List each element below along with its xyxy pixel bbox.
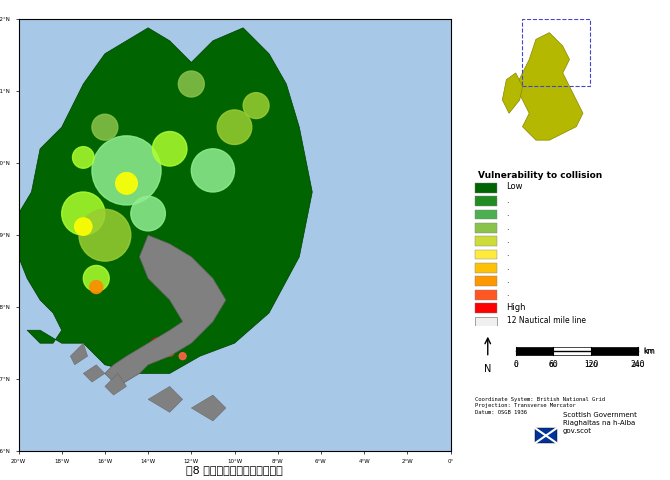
Circle shape [192,149,234,192]
Text: .: . [507,289,509,299]
Circle shape [83,265,109,291]
Text: .: . [507,249,509,258]
Text: km: km [643,347,655,356]
Text: 60: 60 [549,360,558,369]
Circle shape [152,132,187,166]
Polygon shape [148,386,183,412]
Circle shape [92,136,161,205]
Bar [474,196,497,206]
Text: .: . [507,196,509,205]
Text: Vulnerability to collision: Vulnerability to collision [478,171,602,180]
Bar [474,183,497,192]
Bar [516,347,553,355]
Text: 12 Nautical mile line: 12 Nautical mile line [507,316,586,325]
Bar [474,250,497,260]
Circle shape [179,353,186,360]
Bar [523,19,590,86]
Bar [591,347,638,355]
Text: 60: 60 [549,361,558,368]
Circle shape [74,218,92,235]
Text: Coordinate System: British National Grid
Projection: Transverse Mercator
Datum: : Coordinate System: British National Grid… [474,396,604,415]
Text: .: . [507,276,509,285]
Circle shape [217,110,252,144]
Circle shape [79,209,131,261]
Bar [474,210,497,219]
Circle shape [196,317,204,326]
Text: 0: 0 [514,361,518,368]
Circle shape [131,196,165,231]
Bar [474,236,497,246]
Bar [474,223,497,233]
Text: 図8 海鳥の衝突可能性レイヤ－: 図8 海鳥の衝突可能性レイヤ－ [186,465,283,475]
Text: 120: 120 [584,361,598,368]
Text: Scottish Government
Riaghaltas na h-Alba
gov.scot: Scottish Government Riaghaltas na h-Alba… [563,412,636,434]
Circle shape [90,280,103,294]
Circle shape [243,93,269,119]
Polygon shape [70,343,88,365]
Polygon shape [19,28,312,373]
Text: Low: Low [507,182,523,192]
Polygon shape [192,395,226,421]
Text: km: km [643,348,655,354]
Polygon shape [105,373,127,395]
Text: 240: 240 [630,360,645,369]
Circle shape [165,348,174,356]
Text: High: High [507,303,526,312]
Text: N: N [484,364,492,374]
Text: 120: 120 [584,360,598,369]
Polygon shape [516,33,583,140]
Bar [553,347,591,355]
Circle shape [178,71,204,97]
Polygon shape [502,73,523,113]
Text: .: . [507,223,509,231]
Circle shape [116,173,137,194]
Bar [474,290,497,300]
Bar [474,317,497,326]
Polygon shape [105,235,226,386]
Text: 0: 0 [513,360,519,369]
Circle shape [72,147,94,168]
Text: .: . [507,236,509,245]
Text: 240: 240 [631,361,645,368]
Circle shape [92,114,118,140]
Text: .: . [507,209,509,218]
Bar [474,303,497,313]
Text: .: . [507,263,509,272]
Bar [474,276,497,286]
Circle shape [151,338,162,348]
Bar [474,263,497,273]
Bar [535,428,557,444]
Circle shape [62,192,105,235]
Polygon shape [83,365,105,382]
